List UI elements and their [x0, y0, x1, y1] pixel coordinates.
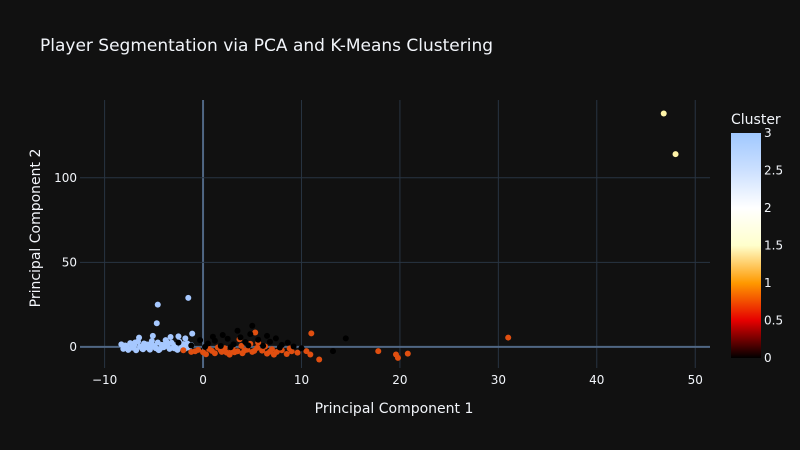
colorbar-tick-label: 0	[764, 351, 772, 365]
data-point-cluster-0	[276, 344, 283, 351]
x-tick-label: 40	[589, 373, 604, 387]
data-point-cluster-3	[140, 346, 146, 353]
x-axis-label: Principal Component 1	[315, 401, 474, 417]
data-point-cluster-0	[245, 342, 252, 349]
x-tick-label: 10	[294, 373, 309, 387]
data-point-cluster-1	[303, 348, 310, 355]
data-point-cluster-0	[260, 342, 267, 349]
plot-area: −10 0 10 20 30 40 50 0 50 100	[54, 100, 710, 387]
x-tick-label: 20	[392, 373, 407, 387]
y-tick-label: 100	[54, 171, 77, 185]
data-point-cluster-0	[175, 339, 182, 346]
data-point-cluster-3	[149, 332, 156, 339]
data-point-cluster-1	[505, 334, 512, 341]
y-tick-label: 0	[69, 340, 77, 354]
data-point-cluster-1	[375, 348, 382, 355]
data-point-cluster-0	[272, 335, 279, 342]
colorbar-title: Cluster	[731, 112, 781, 128]
data-point-cluster-1	[394, 354, 401, 361]
data-point-cluster-3	[182, 335, 189, 342]
colorbar-tick-label: 1.5	[764, 239, 783, 253]
chart-title: Player Segmentation via PCA and K-Means …	[40, 36, 493, 56]
data-point-cluster-3	[185, 294, 192, 301]
data-point-cluster-3	[171, 345, 178, 352]
data-point-cluster-3	[153, 320, 160, 327]
data-point-cluster-1	[251, 347, 258, 354]
data-point-cluster-1	[266, 348, 273, 355]
data-point-cluster-0	[298, 345, 305, 352]
data-point-cluster-0	[197, 337, 204, 344]
data-point-cluster-1	[283, 350, 290, 357]
data-point-cluster-0	[266, 338, 273, 345]
data-point-cluster-3	[175, 333, 182, 340]
data-point-cluster-3	[167, 334, 174, 341]
data-point-cluster-1	[208, 347, 215, 354]
data-point-cluster-1	[203, 351, 209, 358]
data-point-cluster-0	[219, 332, 226, 339]
data-point-cluster-1	[218, 348, 225, 355]
data-point-cluster-0	[234, 327, 241, 334]
y-axis-label: Principal Component 2	[28, 149, 44, 308]
colorbar-tick-label: 0.5	[764, 314, 783, 328]
x-tick-label: 50	[688, 373, 703, 387]
data-point-cluster-3	[132, 339, 139, 346]
data-point-cluster-3	[154, 301, 161, 308]
data-point-cluster-0	[329, 348, 336, 355]
colorbar-tick-label: 1	[764, 276, 772, 290]
data-point-cluster-3	[136, 334, 143, 341]
colorbar-gradient	[731, 133, 761, 358]
data-point-cluster-0	[284, 339, 291, 346]
data-point-cluster-3	[161, 341, 168, 348]
data-point-cluster-1	[316, 356, 323, 363]
colorbar-tick-label: 3	[764, 126, 772, 140]
data-point-cluster-3	[141, 340, 148, 347]
data-point-cluster-0	[342, 335, 349, 342]
data-point-cluster-1	[238, 342, 245, 349]
x-tick-label: 0	[199, 373, 207, 387]
data-point-cluster-0	[264, 332, 271, 339]
data-point-cluster-3	[124, 344, 131, 351]
data-point-cluster-1	[192, 348, 199, 355]
data-point-cluster-1	[226, 351, 233, 358]
data-point-cluster-0	[224, 335, 231, 342]
data-point-cluster-3	[133, 347, 140, 354]
data-point-cluster-1	[241, 347, 248, 354]
data-point-cluster-0	[249, 322, 256, 329]
data-point-cluster-2	[672, 151, 679, 158]
data-point-cluster-0	[202, 343, 209, 350]
colorbar-tick-label: 2.5	[764, 164, 783, 178]
data-point-cluster-1	[252, 329, 259, 336]
data-point-cluster-0	[217, 343, 224, 350]
data-point-cluster-0	[290, 343, 297, 350]
y-tick-label: 50	[62, 255, 77, 269]
data-point-cluster-3	[189, 330, 196, 337]
data-point-cluster-1	[307, 351, 314, 358]
data-point-cluster-1	[404, 350, 411, 357]
data-point-cluster-0	[237, 334, 244, 341]
x-tick-label: −10	[92, 373, 117, 387]
data-point-cluster-0	[188, 342, 195, 349]
data-point-cluster-0	[255, 336, 262, 343]
data-point-cluster-0	[247, 331, 254, 338]
data-point-cluster-3	[151, 344, 158, 351]
data-point-cluster-0	[227, 344, 234, 351]
data-point-cluster-1	[294, 349, 301, 356]
data-point-cluster-0	[209, 333, 216, 340]
x-tick-label: 30	[491, 373, 506, 387]
colorbar-tick-label: 2	[764, 201, 772, 215]
colorbar: Cluster 0 0.5 1 1.5 2 2.5 3	[731, 112, 783, 365]
data-point-cluster-2	[660, 110, 667, 117]
data-point-cluster-1	[308, 330, 315, 337]
data-point-cluster-1	[180, 347, 187, 354]
